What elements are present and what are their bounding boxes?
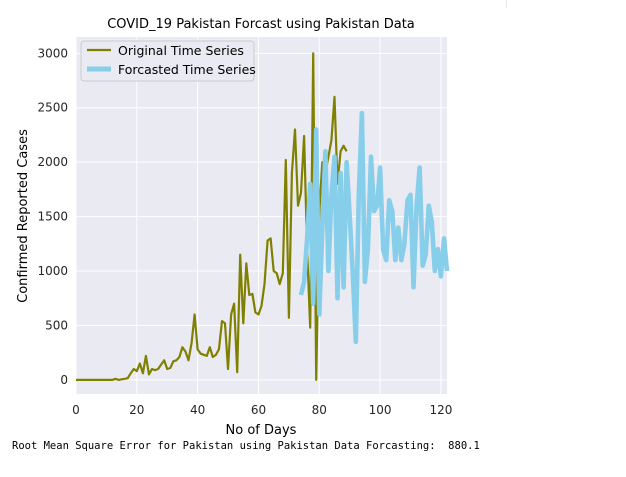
x-tick-label: 20 bbox=[129, 403, 144, 417]
x-tick-label: 100 bbox=[369, 403, 392, 417]
legend-label-original: Original Time Series bbox=[118, 43, 244, 58]
x-axis-label: No of Days bbox=[226, 423, 297, 438]
legend-frame bbox=[80, 40, 255, 82]
y-tick-label: 500 bbox=[45, 318, 68, 332]
series-lines bbox=[76, 52, 450, 381]
legend-label-forecast: Forcasted Time Series bbox=[118, 62, 256, 77]
y-tick-label: 2000 bbox=[37, 155, 68, 169]
rmse-output: Root Mean Square Error for Pakistan usin… bbox=[12, 440, 480, 452]
legend: Original Time Series Forcasted Time Seri… bbox=[80, 40, 256, 82]
y-tick-label: 1500 bbox=[37, 210, 68, 224]
y-tick-label: 1000 bbox=[37, 264, 68, 278]
x-tick-label: 40 bbox=[190, 403, 205, 417]
cell-divider bbox=[506, 0, 507, 8]
forecast-series-line bbox=[298, 110, 450, 345]
x-tick-label: 120 bbox=[429, 403, 452, 417]
original-series-line bbox=[76, 52, 348, 381]
y-axis-label: Confirmed Reported Cases bbox=[16, 129, 31, 303]
y-tick-label: 2500 bbox=[37, 101, 68, 115]
y-axis-ticks: 0 500 1000 1500 2000 2500 3000 bbox=[37, 46, 68, 387]
x-tick-label: 0 bbox=[72, 403, 80, 417]
x-tick-label: 80 bbox=[312, 403, 327, 417]
plot-area bbox=[76, 37, 447, 394]
chart-title: COVID_19 Pakistan Forcast using Pakistan… bbox=[107, 17, 415, 32]
y-tick-label: 3000 bbox=[37, 46, 68, 60]
x-tick-label: 60 bbox=[251, 403, 266, 417]
forecast-line-chart: 0 20 40 60 80 100 120 0 500 1000 1500 2000 2500 3000… bbox=[16, 17, 452, 438]
notebook-cell-top-bar bbox=[0, 0, 626, 8]
x-axis-ticks: 0 20 40 60 80 100 120 bbox=[72, 403, 452, 417]
y-tick-label: 0 bbox=[60, 373, 68, 387]
